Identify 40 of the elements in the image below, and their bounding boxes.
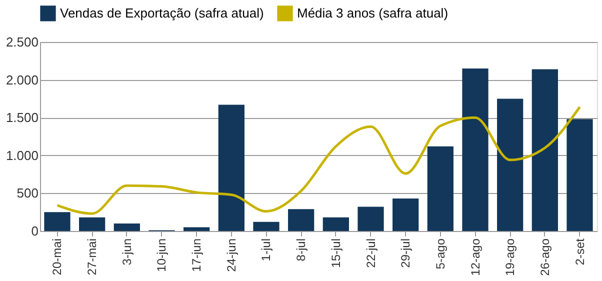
x-tick-label: 17-jun [190,238,204,272]
x-tick-label: 2-set [572,238,587,266]
x-tick-label: 20-mai [50,238,64,276]
x-tick-label: 24-jun [224,238,238,272]
x-tick-label: 12-ago [468,238,482,276]
bar [322,217,349,231]
y-tick-label: 2.500 [6,34,38,50]
x-tick-label: 10-jun [154,238,169,272]
bar [427,146,454,231]
x-tick-label: 15-jul [328,238,343,268]
x-tick-label: 19-ago [503,238,518,276]
x-tick-label: 29-jul [398,238,413,268]
bar [358,206,384,231]
bar [218,104,244,231]
legend-label: Média 3 anos (safra atual) [297,5,448,20]
x-tick-label: 1-jul [259,238,274,262]
x-tick-label: 22-jul [364,238,378,268]
x-tick-label: 26-ago [538,238,552,276]
bar [79,217,106,231]
line-series [56,106,582,215]
x-tick-label: 5-ago [433,238,448,270]
y-tick-label: 500 [16,186,38,201]
bar [114,223,140,231]
y-tick-label: 0 [31,224,38,238]
bar [184,227,210,231]
bar [566,119,593,231]
bar [253,222,280,231]
bar [392,198,419,231]
y-tick-label: 1.500 [6,110,38,126]
x-tick-label: 3-jun [120,238,134,266]
x-tick-label: 8-jul [294,238,308,262]
bar [462,68,488,231]
bar [532,69,558,231]
bar [288,209,314,231]
legend-label: Vendas de Exportação (safra atual) [60,5,264,20]
x-tick-label: 27-mai [85,238,100,276]
y-tick-label: 2.000 [6,72,38,88]
y-tick-label: 1.000 [6,148,38,163]
bar [44,212,70,231]
bar [497,98,524,231]
